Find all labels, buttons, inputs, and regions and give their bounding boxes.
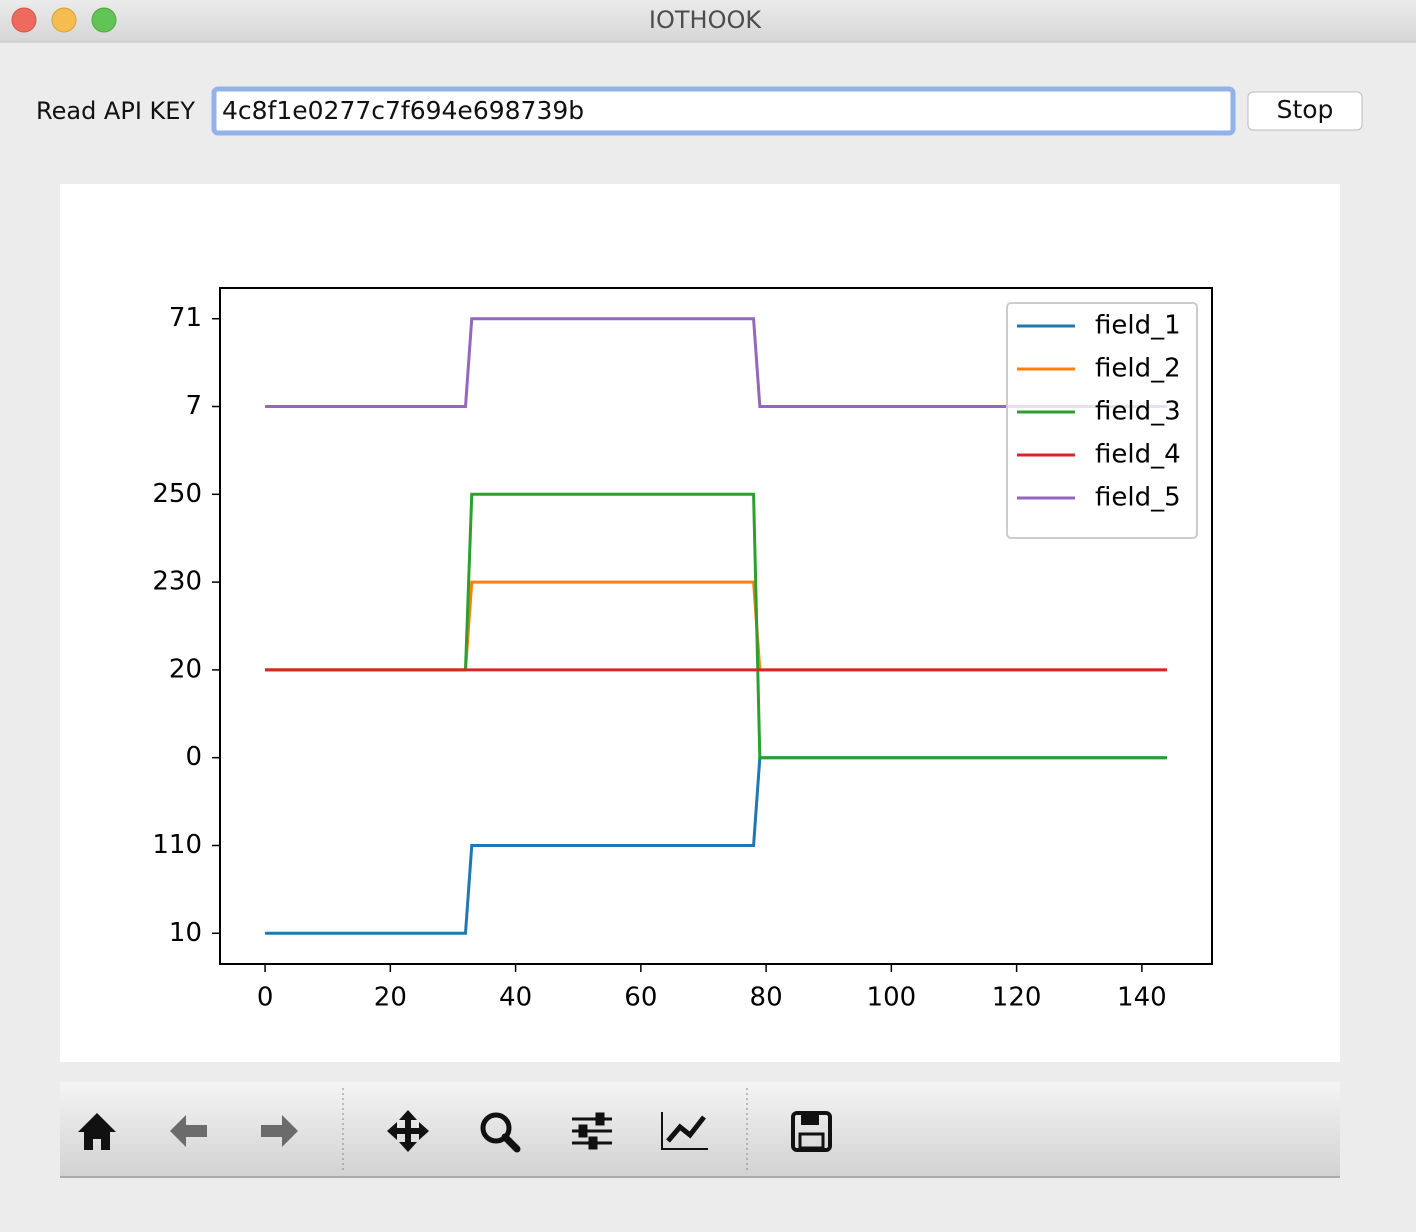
y-tick-label: 110 [152,830,202,860]
y-tick-label: 250 [152,479,202,509]
legend-label: field_2 [1095,354,1181,384]
series-line [265,317,1167,409]
legend-label: field_4 [1095,440,1181,470]
save-button[interactable] [791,1111,832,1152]
x-tick-label: 120 [992,983,1042,1013]
x-tick-label: 100 [867,983,917,1013]
api-key-value: 4c8f1e0277c7f694e698739b [222,96,584,125]
x-tick-label: 0 [257,983,274,1013]
api-key-input[interactable] [211,86,1236,136]
legend-label: field_3 [1095,397,1181,427]
api-key-label: Read API KEY [36,97,195,125]
edit-axes-button[interactable] [661,1112,708,1150]
y-tick-label: 7 [185,391,202,421]
y-tick-label: 230 [152,567,202,597]
x-tick-label: 60 [624,983,657,1013]
home-button[interactable] [78,1113,116,1150]
toolbar [60,1082,1340,1177]
zoom-tool-button[interactable] [480,1112,521,1153]
axes-frame [219,287,1213,965]
y-tick-label: 10 [169,918,202,948]
pan-button[interactable] [387,1110,429,1152]
y-tick-label: 20 [169,654,202,684]
legend-label: field_5 [1095,483,1181,513]
x-tick-label: 40 [499,983,532,1013]
window-title: IOTHOOK [649,6,762,34]
x-tick-label: 20 [374,983,407,1013]
y-tick-label: 71 [169,303,202,333]
close-button[interactable] [11,7,37,33]
configure-button[interactable] [572,1112,612,1150]
stop-button-label: Stop [1277,95,1334,124]
zoom-button[interactable] [91,7,117,33]
stop-button[interactable] [1247,91,1363,131]
back-button[interactable] [170,1115,207,1147]
plot: 0 20 40 60 80 100 120 140 10 110 0 20 230 250 7 71 field… [152,287,1213,1013]
minimize-button[interactable] [51,7,77,33]
x-tick-label: 140 [1117,983,1167,1013]
title-bar [0,0,1416,42]
legend-box [1006,302,1198,539]
legend-label: field_1 [1095,311,1181,341]
y-tick-label: 0 [185,742,202,772]
x-tick-label: 80 [750,983,783,1013]
forward-button[interactable] [261,1115,298,1147]
